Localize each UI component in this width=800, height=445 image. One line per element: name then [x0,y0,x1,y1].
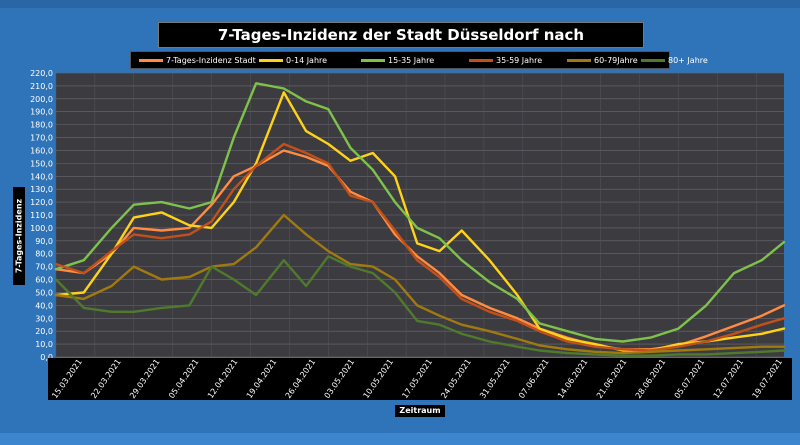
y-tick-label: 210,0 [30,82,53,91]
top-band [0,0,800,8]
y-tick-label: 60,0 [35,276,53,285]
legend-item: 15-35 Jahre [361,52,434,68]
y-tick-label: 190,0 [30,108,53,117]
legend-swatch [567,58,591,62]
legend-swatch [469,58,493,62]
y-tick-label: 10,0 [35,340,53,349]
y-tick-label: 110,0 [30,211,53,220]
y-tick-label: 200,0 [30,95,53,104]
y-tick-label: 80,0 [35,250,53,259]
legend-swatch [259,58,283,62]
chart-legend: 7-Tages-Inzidenz Stadt 0-14 Jahre 15-35 Ja… [130,51,708,69]
y-tick-label: 50,0 [35,288,53,297]
series-line [54,142,786,352]
series-line [54,149,786,351]
y-tick-label: 30,0 [35,314,53,323]
legend-label: 60-79Jahre [594,55,638,65]
legend-label: 0-14 Jahre [286,55,328,65]
legend-item: 80+ Jahre [641,52,708,68]
y-tick-label: 130,0 [30,185,53,194]
y-tick-label: 20,0 [35,327,53,336]
legend-label: 80+ Jahre [668,55,708,65]
legend-swatch [361,58,385,62]
legend-label: 15-35 Jahre [388,55,435,65]
series-line [54,213,786,355]
y-tick-label: 180,0 [30,121,53,130]
legend-swatch [641,58,665,62]
legend-item: 0-14 Jahre [259,52,327,68]
legend-item: 7-Tages-Inzidenz Stadt [139,52,256,68]
y-tick-label: 90,0 [35,237,53,246]
y-tick-label: 150,0 [30,159,53,168]
legend-swatch [139,58,163,62]
chart-title: 7-Tages-Inzidenz der Stadt Düsseldorf na… [158,22,644,68]
y-tick-label: 170,0 [30,134,53,143]
y-tick-label: 220,0 [30,69,53,78]
y-tick-label: 160,0 [30,146,53,155]
y-tick-label: 100,0 [30,224,53,233]
y-tick-label: 0,0 [40,353,53,362]
legend-label: 35-59 Jahre [496,55,543,65]
legend-item: 35-59 Jahre [469,52,542,68]
x-axis-label-band [48,358,792,400]
bottom-band [0,433,800,445]
series-line [54,82,786,343]
y-tick-label: 140,0 [30,172,53,181]
y-tick-label: 70,0 [35,263,53,272]
series-line [54,91,786,352]
legend-item: 60-79Jahre [567,52,638,68]
x-axis-label: Zeitraum [395,405,445,417]
y-axis-label-box: 7-Tages-Inzidenz [13,187,25,285]
y-tick-label: 40,0 [35,301,53,310]
legend-label: 7-Tages-Inzidenz Stadt [166,55,256,65]
y-tick-label: 120,0 [30,198,53,207]
series-line [54,255,786,357]
